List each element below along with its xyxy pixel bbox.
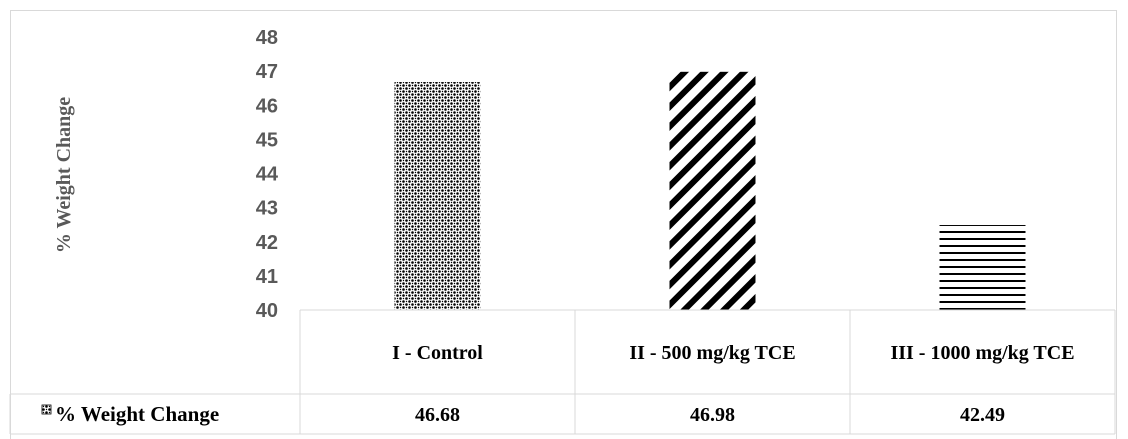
data-table: I - Control II - 500 mg/kg TCE III - 1000 … [9, 309, 1116, 435]
category-label: II - 500 mg/kg TCE [629, 342, 795, 364]
data-value-label: 46.68 [415, 404, 460, 426]
y-tick-label: 40 [256, 300, 278, 322]
y-tick-label: 46 [256, 95, 278, 117]
chart-frame [10, 10, 1117, 439]
y-axis-label: % Weight Change [53, 97, 75, 253]
legend-key [41, 404, 52, 415]
legend-swatch [41, 404, 52, 415]
data-value-label: 42.49 [960, 404, 1005, 426]
y-tick-label: 48 [256, 27, 278, 49]
category-label: III - 1000 mg/kg TCE [890, 342, 1074, 364]
bar [939, 225, 1026, 310]
bar [394, 82, 481, 310]
series-name: % Weight Change [55, 402, 219, 426]
y-tick-label: 47 [256, 61, 278, 83]
data-value-label: 46.98 [690, 404, 735, 426]
bars [394, 71, 1026, 311]
y-tick-label: 42 [256, 232, 278, 254]
category-label: I - Control [392, 342, 483, 364]
bar [669, 71, 756, 311]
y-tick-label: 43 [256, 198, 278, 220]
y-tick-label: 41 [256, 266, 278, 288]
y-axis-ticks: 40 41 42 43 44 45 46 47 48 [256, 27, 279, 322]
y-tick-label: 45 [256, 129, 278, 151]
y-tick-label: 44 [256, 164, 279, 186]
